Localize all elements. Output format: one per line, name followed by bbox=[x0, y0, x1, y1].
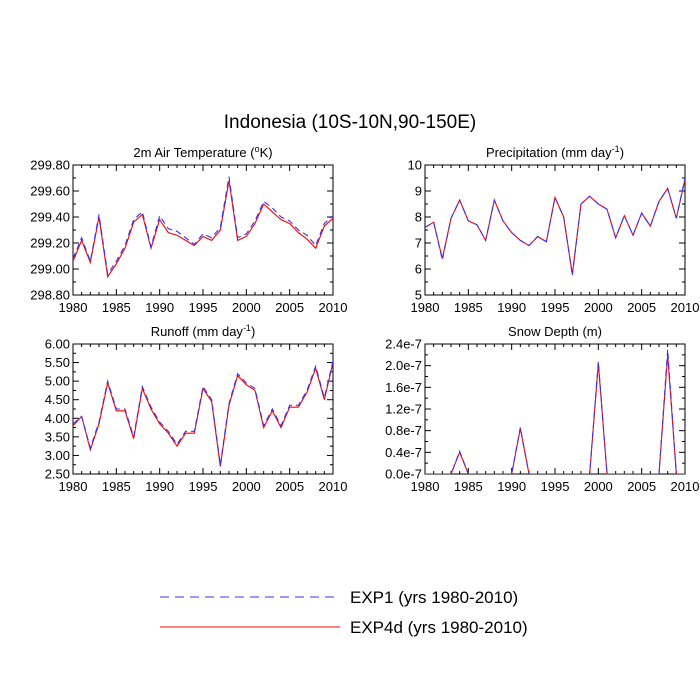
x-tick-label-snow-depth: 1985 bbox=[454, 479, 483, 494]
x-tick-label-precipitation: 2010 bbox=[671, 300, 700, 315]
panel-title-snow-depth: Snow Depth (m) bbox=[508, 324, 602, 339]
legend: EXP1 (yrs 1980-2010) EXP4d (yrs 1980-201… bbox=[160, 588, 528, 637]
x-tick-label-air-temperature: 2005 bbox=[275, 300, 304, 315]
x-tick-label-snow-depth: 1995 bbox=[541, 479, 570, 494]
y-tick-label-air-temperature: 299.20 bbox=[30, 236, 70, 251]
y-tick-label-precipitation: 8 bbox=[415, 210, 422, 225]
x-tick-label-air-temperature: 1995 bbox=[189, 300, 218, 315]
y-tick-label-runoff: 4.50 bbox=[45, 392, 70, 407]
x-tick-label-runoff: 2005 bbox=[275, 479, 304, 494]
x-tick-label-air-temperature: 1980 bbox=[59, 300, 88, 315]
series-line-exp4d-precipitation bbox=[425, 179, 685, 275]
y-tick-label-snow-depth: 0.8e-7 bbox=[385, 423, 422, 438]
x-tick-label-precipitation: 2005 bbox=[627, 300, 656, 315]
plot-frame-snow-depth bbox=[424, 343, 686, 475]
panel-air-temperature: 2m Air Temperature (oK) 298.80 299.00 299.2… bbox=[30, 144, 347, 315]
x-tick-label-snow-depth: 2005 bbox=[627, 479, 656, 494]
y-tick-label-runoff: 5.00 bbox=[45, 374, 70, 389]
y-tick-label-precipitation: 6 bbox=[415, 262, 422, 277]
x-tick-label-air-temperature: 1990 bbox=[145, 300, 174, 315]
legend-label-exp4d: EXP4d (yrs 1980-2010) bbox=[350, 618, 528, 637]
x-tick-label-runoff: 2000 bbox=[232, 479, 261, 494]
x-tick-label-runoff: 1980 bbox=[59, 479, 88, 494]
y-tick-label-snow-depth: 2.0e-7 bbox=[385, 358, 422, 373]
y-tick-label-snow-depth: 0.0e-7 bbox=[385, 467, 422, 482]
panel-title-air-temperature: 2m Air Temperature (oK) bbox=[133, 144, 272, 160]
plot-frame-precipitation bbox=[424, 164, 686, 296]
y-tick-label-air-temperature: 299.00 bbox=[30, 262, 70, 277]
y-tick-label-runoff: 6.00 bbox=[45, 337, 70, 352]
y-tick-label-runoff: 3.50 bbox=[45, 429, 70, 444]
x-tick-label-snow-depth: 1980 bbox=[411, 479, 440, 494]
y-tick-label-precipitation: 5 bbox=[415, 288, 422, 303]
y-tick-label-runoff: 5.50 bbox=[45, 355, 70, 370]
x-tick-label-precipitation: 1985 bbox=[454, 300, 483, 315]
x-tick-label-snow-depth: 2000 bbox=[584, 479, 613, 494]
y-tick-label-runoff: 3.00 bbox=[45, 448, 70, 463]
panel-precipitation: Precipitation (mm day-1) 5 6 7 8 9 10 1980 1985 1… bbox=[408, 144, 700, 315]
series-line-exp1-air-temperature bbox=[73, 176, 333, 276]
figure-title: Indonesia (10S-10N,90-150E) bbox=[224, 112, 476, 133]
y-tick-label-snow-depth: 0.4e-7 bbox=[385, 445, 422, 460]
x-tick-label-snow-depth: 2010 bbox=[671, 479, 700, 494]
series-line-exp1-runoff bbox=[73, 360, 333, 465]
series-line-exp4d-runoff bbox=[73, 362, 333, 467]
series-line-exp4d-air-temperature bbox=[73, 180, 333, 279]
x-tick-label-precipitation: 2000 bbox=[584, 300, 613, 315]
x-tick-label-snow-depth: 1990 bbox=[497, 479, 526, 494]
series-line-exp1-precipitation bbox=[425, 177, 685, 276]
plot-frame-runoff bbox=[72, 343, 334, 475]
panels-container: 2m Air Temperature (oK) 298.80 299.00 299.2… bbox=[30, 144, 699, 494]
y-tick-label-runoff: 4.00 bbox=[45, 411, 70, 426]
y-tick-label-snow-depth: 1.2e-7 bbox=[385, 402, 422, 417]
x-tick-label-air-temperature: 1985 bbox=[102, 300, 131, 315]
plot-frame-air-temperature bbox=[72, 164, 334, 296]
series-line-exp1-snow-depth bbox=[425, 349, 685, 474]
x-tick-label-runoff: 2010 bbox=[319, 479, 348, 494]
y-tick-label-air-temperature: 299.80 bbox=[30, 158, 70, 173]
panel-title-runoff: Runoff (mm day-1) bbox=[151, 323, 256, 339]
x-tick-label-air-temperature: 2010 bbox=[319, 300, 348, 315]
x-tick-label-runoff: 1990 bbox=[145, 479, 174, 494]
y-tick-label-air-temperature: 299.40 bbox=[30, 210, 70, 225]
y-tick-label-air-temperature: 298.80 bbox=[30, 288, 70, 303]
x-tick-label-precipitation: 1995 bbox=[541, 300, 570, 315]
x-tick-label-precipitation: 1980 bbox=[411, 300, 440, 315]
y-tick-label-precipitation: 10 bbox=[408, 158, 422, 173]
y-tick-label-precipitation: 9 bbox=[415, 184, 422, 199]
panel-runoff: Runoff (mm day-1) 2.50 3.00 3.50 4.00 4.50 5.0… bbox=[45, 323, 348, 494]
panel-snow-depth: Snow Depth (m) 0.0e-7 0.4e-7 0.8e-7 1.2e-7 1.… bbox=[385, 324, 699, 494]
x-tick-label-air-temperature: 2000 bbox=[232, 300, 261, 315]
y-tick-label-air-temperature: 299.60 bbox=[30, 184, 70, 199]
legend-label-exp1: EXP1 (yrs 1980-2010) bbox=[350, 588, 518, 607]
x-tick-label-runoff: 1985 bbox=[102, 479, 131, 494]
y-tick-label-runoff: 2.50 bbox=[45, 467, 70, 482]
y-tick-label-snow-depth: 1.6e-7 bbox=[385, 380, 422, 395]
x-tick-label-runoff: 1995 bbox=[189, 479, 218, 494]
x-tick-label-precipitation: 1990 bbox=[497, 300, 526, 315]
panel-title-precipitation: Precipitation (mm day-1) bbox=[486, 144, 624, 160]
y-tick-label-precipitation: 7 bbox=[415, 236, 422, 251]
series-line-exp4d-snow-depth bbox=[425, 354, 685, 474]
y-tick-label-snow-depth: 2.4e-7 bbox=[385, 337, 422, 352]
